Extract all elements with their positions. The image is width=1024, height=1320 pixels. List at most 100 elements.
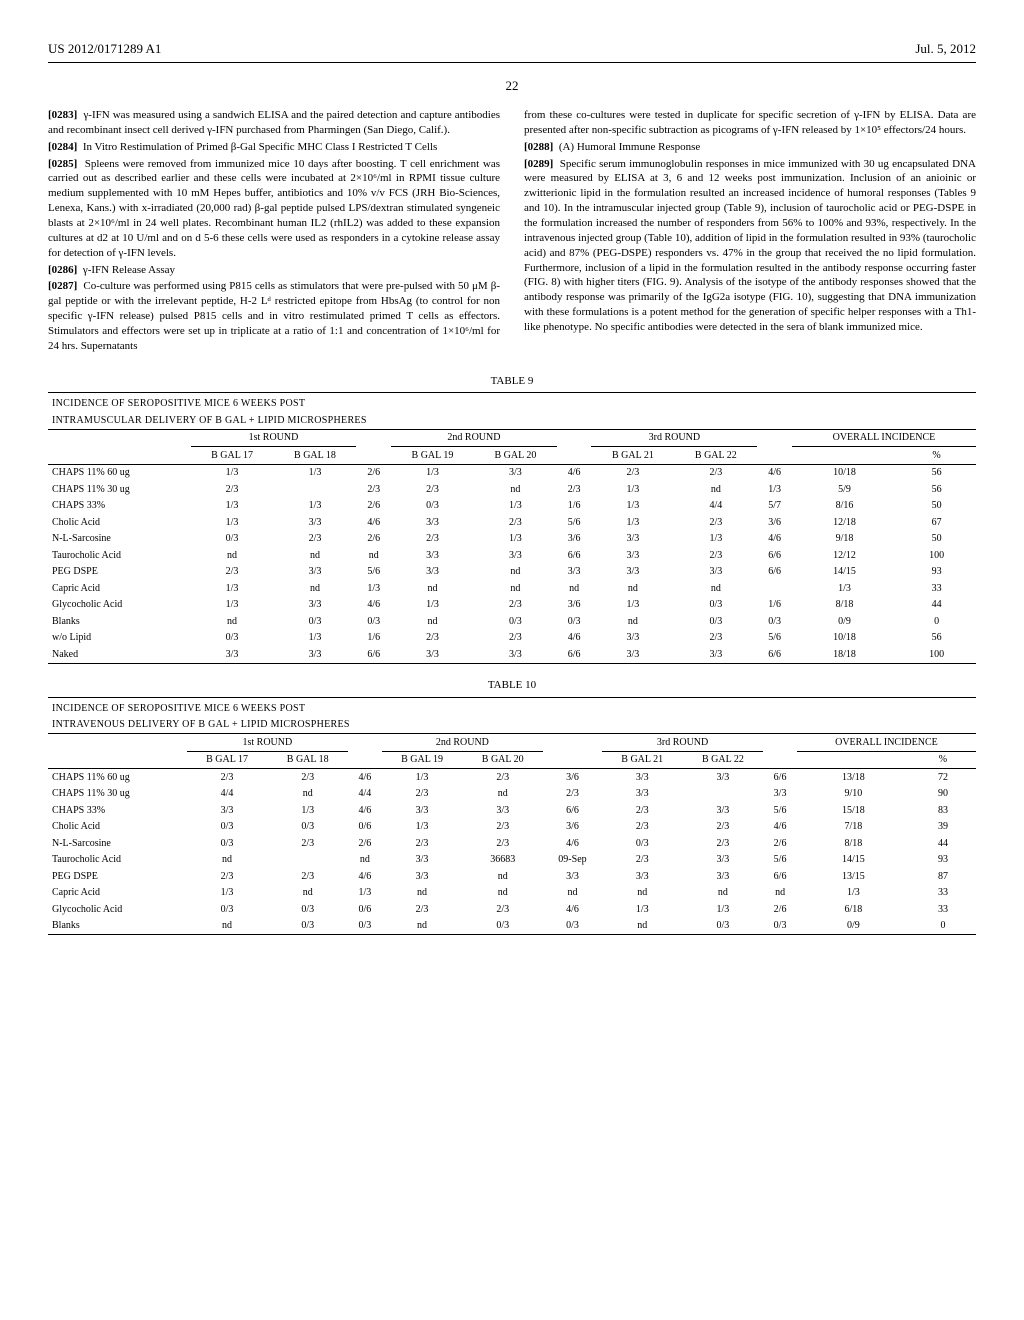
- table-cell: 2/3: [187, 868, 268, 885]
- table-cell: 1/3: [591, 514, 674, 531]
- table-cell: 6/6: [356, 646, 391, 663]
- table-row: Taurocholic Acidndndnd3/33/36/63/32/36/6…: [48, 547, 976, 564]
- table-cell: 2/3: [382, 786, 463, 803]
- table-row: PEG DSPE2/32/34/63/3nd3/33/33/36/613/158…: [48, 868, 976, 885]
- table-cell: 18/18: [792, 646, 897, 663]
- table-cell: 1/3: [792, 580, 897, 597]
- table-cell: 6/6: [763, 769, 797, 786]
- table-cell: nd: [674, 481, 757, 498]
- table-cell: 44: [910, 835, 976, 852]
- table-cell: 5/9: [792, 481, 897, 498]
- table-cell: 3/3: [763, 786, 797, 803]
- table-cell: 2/3: [474, 514, 557, 531]
- table-cell: 0/6: [348, 901, 382, 918]
- table-cell: nd: [187, 852, 268, 869]
- left-column: [0283] γ-IFN was measured using a sandwi…: [48, 108, 500, 356]
- table-cell: Blanks: [48, 918, 187, 935]
- table-caption-2: INTRAVENOUS DELIVERY OF B GAL + LIPID MI…: [48, 717, 976, 734]
- table-caption-1: INCIDENCE OF SEROPOSITIVE MICE 6 WEEKS P…: [48, 700, 976, 717]
- table-cell: nd: [602, 918, 683, 935]
- table-cell: 2/3: [391, 481, 474, 498]
- table-cell: 100: [897, 547, 976, 564]
- table-cell: [274, 481, 357, 498]
- table-row: CHAPS 11% 60 ug1/31/32/61/33/34/62/32/34…: [48, 464, 976, 481]
- table-cell: 5/6: [757, 630, 792, 647]
- table-cell: 3/3: [683, 802, 764, 819]
- table-cell: 3/3: [274, 646, 357, 663]
- table-cell: 2/3: [674, 547, 757, 564]
- table-cell: CHAPS 33%: [48, 498, 191, 515]
- table-row: Glycocholic Acid0/30/30/62/32/34/61/31/3…: [48, 901, 976, 918]
- table-cell: 100: [897, 646, 976, 663]
- table-cell: Cholic Acid: [48, 514, 191, 531]
- table-cell: 1/3: [191, 514, 274, 531]
- table-cell: 0/3: [267, 819, 348, 836]
- table-cell: 1/6: [757, 597, 792, 614]
- table-row: Capric Acid1/3nd1/3ndndndndnd1/333: [48, 580, 976, 597]
- table-cell: nd: [462, 868, 543, 885]
- table-cell: 1/3: [274, 464, 357, 481]
- publication-date: Jul. 5, 2012: [915, 40, 976, 58]
- para-num: [0285]: [48, 158, 77, 170]
- table-cell: 1/3: [474, 531, 557, 548]
- table-cell: 3/3: [274, 514, 357, 531]
- para-text: γ-IFN was measured using a sandwich ELIS…: [48, 109, 500, 136]
- table-cell: 50: [897, 498, 976, 515]
- table-cell: 1/3: [591, 498, 674, 515]
- table-cell: 1/3: [382, 769, 463, 786]
- section-heading: In Vitro Restimulation of Primed β-Gal S…: [83, 141, 437, 153]
- table-9-table: INCIDENCE OF SEROPOSITIVE MICE 6 WEEKS P…: [48, 392, 976, 664]
- table-cell: nd: [382, 885, 463, 902]
- page-number: 22: [48, 77, 976, 95]
- table-cell: 93: [910, 852, 976, 869]
- table-cell: nd: [462, 885, 543, 902]
- table-cell: 33: [910, 901, 976, 918]
- table-10-table: INCIDENCE OF SEROPOSITIVE MICE 6 WEEKS P…: [48, 697, 976, 936]
- table-cell: 5/7: [757, 498, 792, 515]
- table-cell: nd: [557, 580, 592, 597]
- table-cell: nd: [591, 580, 674, 597]
- table-cell: 1/3: [674, 531, 757, 548]
- table-cell: 6/6: [757, 547, 792, 564]
- table-cell: 1/3: [191, 580, 274, 597]
- table-cell: 3/3: [474, 547, 557, 564]
- table-cell: 2/3: [591, 464, 674, 481]
- table-cell: 2/3: [683, 835, 764, 852]
- table-cell: 83: [910, 802, 976, 819]
- table-cell: 72: [910, 769, 976, 786]
- body-columns: [0283] γ-IFN was measured using a sandwi…: [48, 108, 976, 356]
- table-cell: CHAPS 11% 60 ug: [48, 464, 191, 481]
- table-cell: 3/6: [757, 514, 792, 531]
- table-cell: 87: [910, 868, 976, 885]
- table-cell: 3/3: [462, 802, 543, 819]
- table-cell: 4/6: [557, 464, 592, 481]
- table-cell: 1/6: [356, 630, 391, 647]
- table-cell: nd: [187, 918, 268, 935]
- table-cell: Capric Acid: [48, 885, 187, 902]
- table-cell: 0/3: [757, 613, 792, 630]
- table-cell: 4/6: [543, 835, 602, 852]
- table-row: CHAPS 33%1/31/32/60/31/31/61/34/45/78/16…: [48, 498, 976, 515]
- table-cell: 6/18: [797, 901, 910, 918]
- table-cell: 2/3: [191, 481, 274, 498]
- table-cell: nd: [474, 580, 557, 597]
- table-cell: 2/3: [557, 481, 592, 498]
- table-row: Blanksnd0/30/3nd0/30/3nd0/30/30/90: [48, 613, 976, 630]
- table-cell: PEG DSPE: [48, 564, 191, 581]
- paragraph: [0284] In Vitro Restimulation of Primed …: [48, 140, 500, 155]
- para-text: Spleens were removed from immunized mice…: [48, 158, 500, 259]
- table-cell: nd: [348, 852, 382, 869]
- table-cell: 0/3: [674, 597, 757, 614]
- table-cell: 44: [897, 597, 976, 614]
- table-row: Capric Acid1/3nd1/3ndndndndndnd1/333: [48, 885, 976, 902]
- table-cell: nd: [391, 613, 474, 630]
- table-cell: 6/6: [543, 802, 602, 819]
- table-cell: 2/3: [462, 769, 543, 786]
- table-cell: 0: [897, 613, 976, 630]
- table-row: w/o Lipid0/31/31/62/32/34/63/32/35/610/1…: [48, 630, 976, 647]
- table-cell: 0/6: [348, 819, 382, 836]
- table-cell: 1/3: [267, 802, 348, 819]
- table-cell: 33: [910, 885, 976, 902]
- table-cell: 50: [897, 531, 976, 548]
- table-sub-header: B GAL 17 B GAL 18 B GAL 19 B GAL 20 B GA…: [48, 447, 976, 465]
